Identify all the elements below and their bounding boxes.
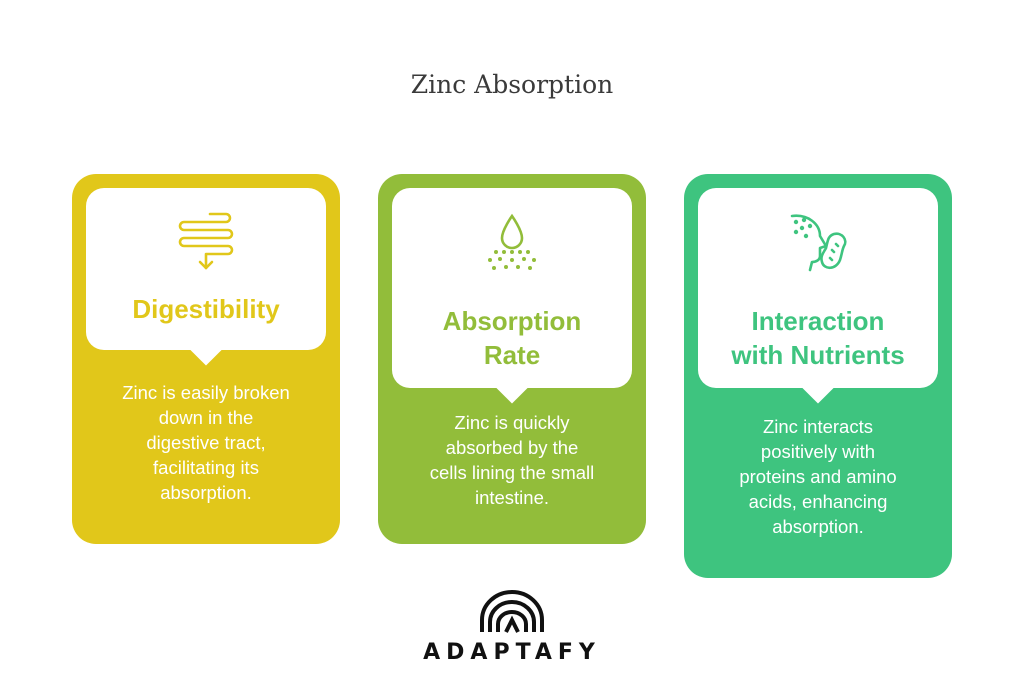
adaptafy-logo-icon	[480, 590, 544, 633]
card-heading: Interaction with Nutrients	[731, 306, 905, 370]
card-interaction-with-nutrients: Interaction with Nutrients Zinc interact…	[684, 174, 952, 578]
card-description: Zinc interacts positively with proteins …	[739, 416, 897, 537]
droplet-absorption-icon	[488, 213, 536, 270]
page-title: Zinc Absorption	[410, 70, 614, 99]
card-absorption-rate: Absorption Rate Zinc is quickly absorbed…	[378, 174, 646, 544]
card-digestibility: Digestibility Zinc is easily broken down…	[72, 174, 340, 544]
card-header-box: Digestibility	[86, 188, 326, 366]
card-heading: Absorption Rate	[442, 306, 582, 370]
card-header-box: Absorption Rate	[392, 188, 632, 404]
adaptafy-wordmark: ADAPTAFY	[423, 640, 601, 665]
intestine-icon	[178, 212, 234, 270]
card-description: Zinc is quickly absorbed by the cells li…	[429, 412, 595, 508]
card-header-box: Interaction with Nutrients	[698, 188, 938, 404]
card-heading: Digestibility	[132, 294, 280, 324]
head-and-peanut-icon	[790, 214, 847, 272]
card-description: Zinc is easily broken down in the digest…	[122, 382, 290, 503]
